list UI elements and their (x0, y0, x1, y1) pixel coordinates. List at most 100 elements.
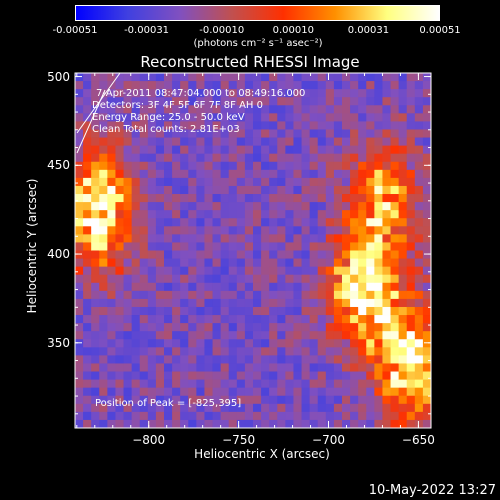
heatmap-cell (317, 177, 327, 187)
heatmap-cell (204, 379, 213, 389)
heatmap-cell (285, 137, 294, 147)
heatmap-cell (75, 379, 84, 389)
heatmap-cell (277, 403, 286, 413)
heatmap-cell (91, 355, 100, 364)
heatmap-cell (253, 153, 262, 163)
heatmap-cell (325, 97, 335, 106)
heatmap-cell (212, 161, 222, 171)
heatmap-cell (301, 395, 311, 405)
heatmap-cell (139, 137, 149, 147)
heatmap-cell (333, 129, 343, 138)
heatmap-cell (398, 379, 408, 389)
heatmap-cell (220, 339, 230, 348)
heatmap-cell (180, 371, 189, 380)
heatmap-cell (196, 145, 205, 155)
heatmap-cell (83, 331, 92, 340)
heatmap-cell (325, 161, 335, 171)
heatmap-cell (277, 145, 286, 155)
heatmap-cell (382, 274, 391, 284)
heatmap-cell (244, 371, 254, 380)
heatmap-cell (325, 363, 335, 372)
heatmap-cell (220, 274, 230, 284)
heatmap-cell (228, 121, 238, 130)
heatmap-cell (91, 218, 100, 227)
heatmap-cell (358, 169, 367, 179)
heatmap-cell (172, 306, 181, 316)
heatmap-cell (342, 250, 351, 259)
heatmap-cell (228, 185, 238, 195)
heatmap-cell (317, 387, 327, 397)
heatmap-cell (285, 105, 294, 114)
heatmap-cell (212, 226, 222, 235)
heatmap-cell (172, 137, 181, 147)
heatmap-cell (382, 331, 391, 340)
heatmap-cell (390, 282, 400, 292)
heatmap-cell (83, 145, 92, 155)
heatmap-cell (333, 153, 343, 163)
heatmap-cell (75, 266, 84, 276)
heatmap-cell (277, 73, 286, 82)
heatmap-cell (317, 226, 327, 235)
heatmap-cell (75, 323, 84, 332)
heatmap-cell (83, 169, 92, 179)
heatmap-cell (261, 105, 270, 114)
heatmap-cell (253, 298, 262, 308)
heatmap-cell (164, 282, 173, 292)
heatmap-cell (406, 129, 416, 138)
heatmap-cell (366, 97, 375, 106)
heatmap-cell (123, 266, 133, 276)
heatmap-cell (382, 323, 391, 332)
heatmap-cell (75, 355, 84, 364)
heatmap-cell (139, 419, 149, 429)
heatmap-cell (301, 347, 311, 356)
heatmap-cell (147, 250, 157, 259)
heatmap-cell (342, 298, 351, 308)
heatmap-cell (107, 258, 116, 268)
heatmap-cell (172, 161, 181, 171)
heatmap-cell (422, 145, 432, 155)
heatmap-cell (196, 379, 205, 389)
heatmap-cell (261, 282, 270, 292)
heatmap-cell (155, 73, 165, 82)
heatmap-cell (115, 331, 124, 340)
heatmap-cell (164, 177, 173, 187)
heatmap-cell (293, 258, 302, 268)
heatmap-cell (293, 355, 302, 364)
heatmap-cell (390, 347, 400, 356)
heatmap-cell (350, 403, 359, 413)
heatmap-cell (196, 387, 205, 397)
heatmap-cell (317, 306, 327, 316)
heatmap-cell (180, 113, 189, 122)
heatmap-cell (277, 411, 286, 421)
heatmap-cell (366, 185, 375, 195)
heatmap-cell (261, 234, 270, 243)
heatmap-cell (261, 202, 270, 211)
heatmap-cell (285, 290, 294, 300)
heatmap-cell (212, 89, 222, 98)
heatmap-cell (333, 161, 343, 171)
heatmap-cell (131, 411, 141, 421)
heatmap-cell (269, 363, 278, 372)
heatmap-cell (422, 282, 432, 292)
heatmap-cell (228, 177, 238, 187)
heatmap-cell (350, 371, 359, 380)
heatmap-cell (293, 315, 302, 324)
heatmap-cell (382, 395, 391, 405)
heatmap-cell (269, 81, 278, 90)
heatmap-cell (333, 145, 343, 155)
heatmap-cell (164, 411, 173, 421)
heatmap-cell (293, 169, 302, 179)
heatmap-cell (317, 379, 327, 389)
heatmap-cell (406, 161, 416, 171)
heatmap-cell (350, 145, 359, 155)
heatmap-cell (277, 169, 286, 179)
heatmap-cell (301, 73, 311, 82)
heatmap-cell (374, 121, 383, 130)
heatmap-cell (325, 113, 335, 122)
heatmap-cell (358, 403, 367, 413)
heatmap-cell (188, 371, 197, 380)
heatmap-cell (301, 323, 311, 332)
heatmap-cell (236, 250, 246, 259)
heatmap-cell (342, 282, 351, 292)
heatmap-cell (333, 258, 343, 268)
